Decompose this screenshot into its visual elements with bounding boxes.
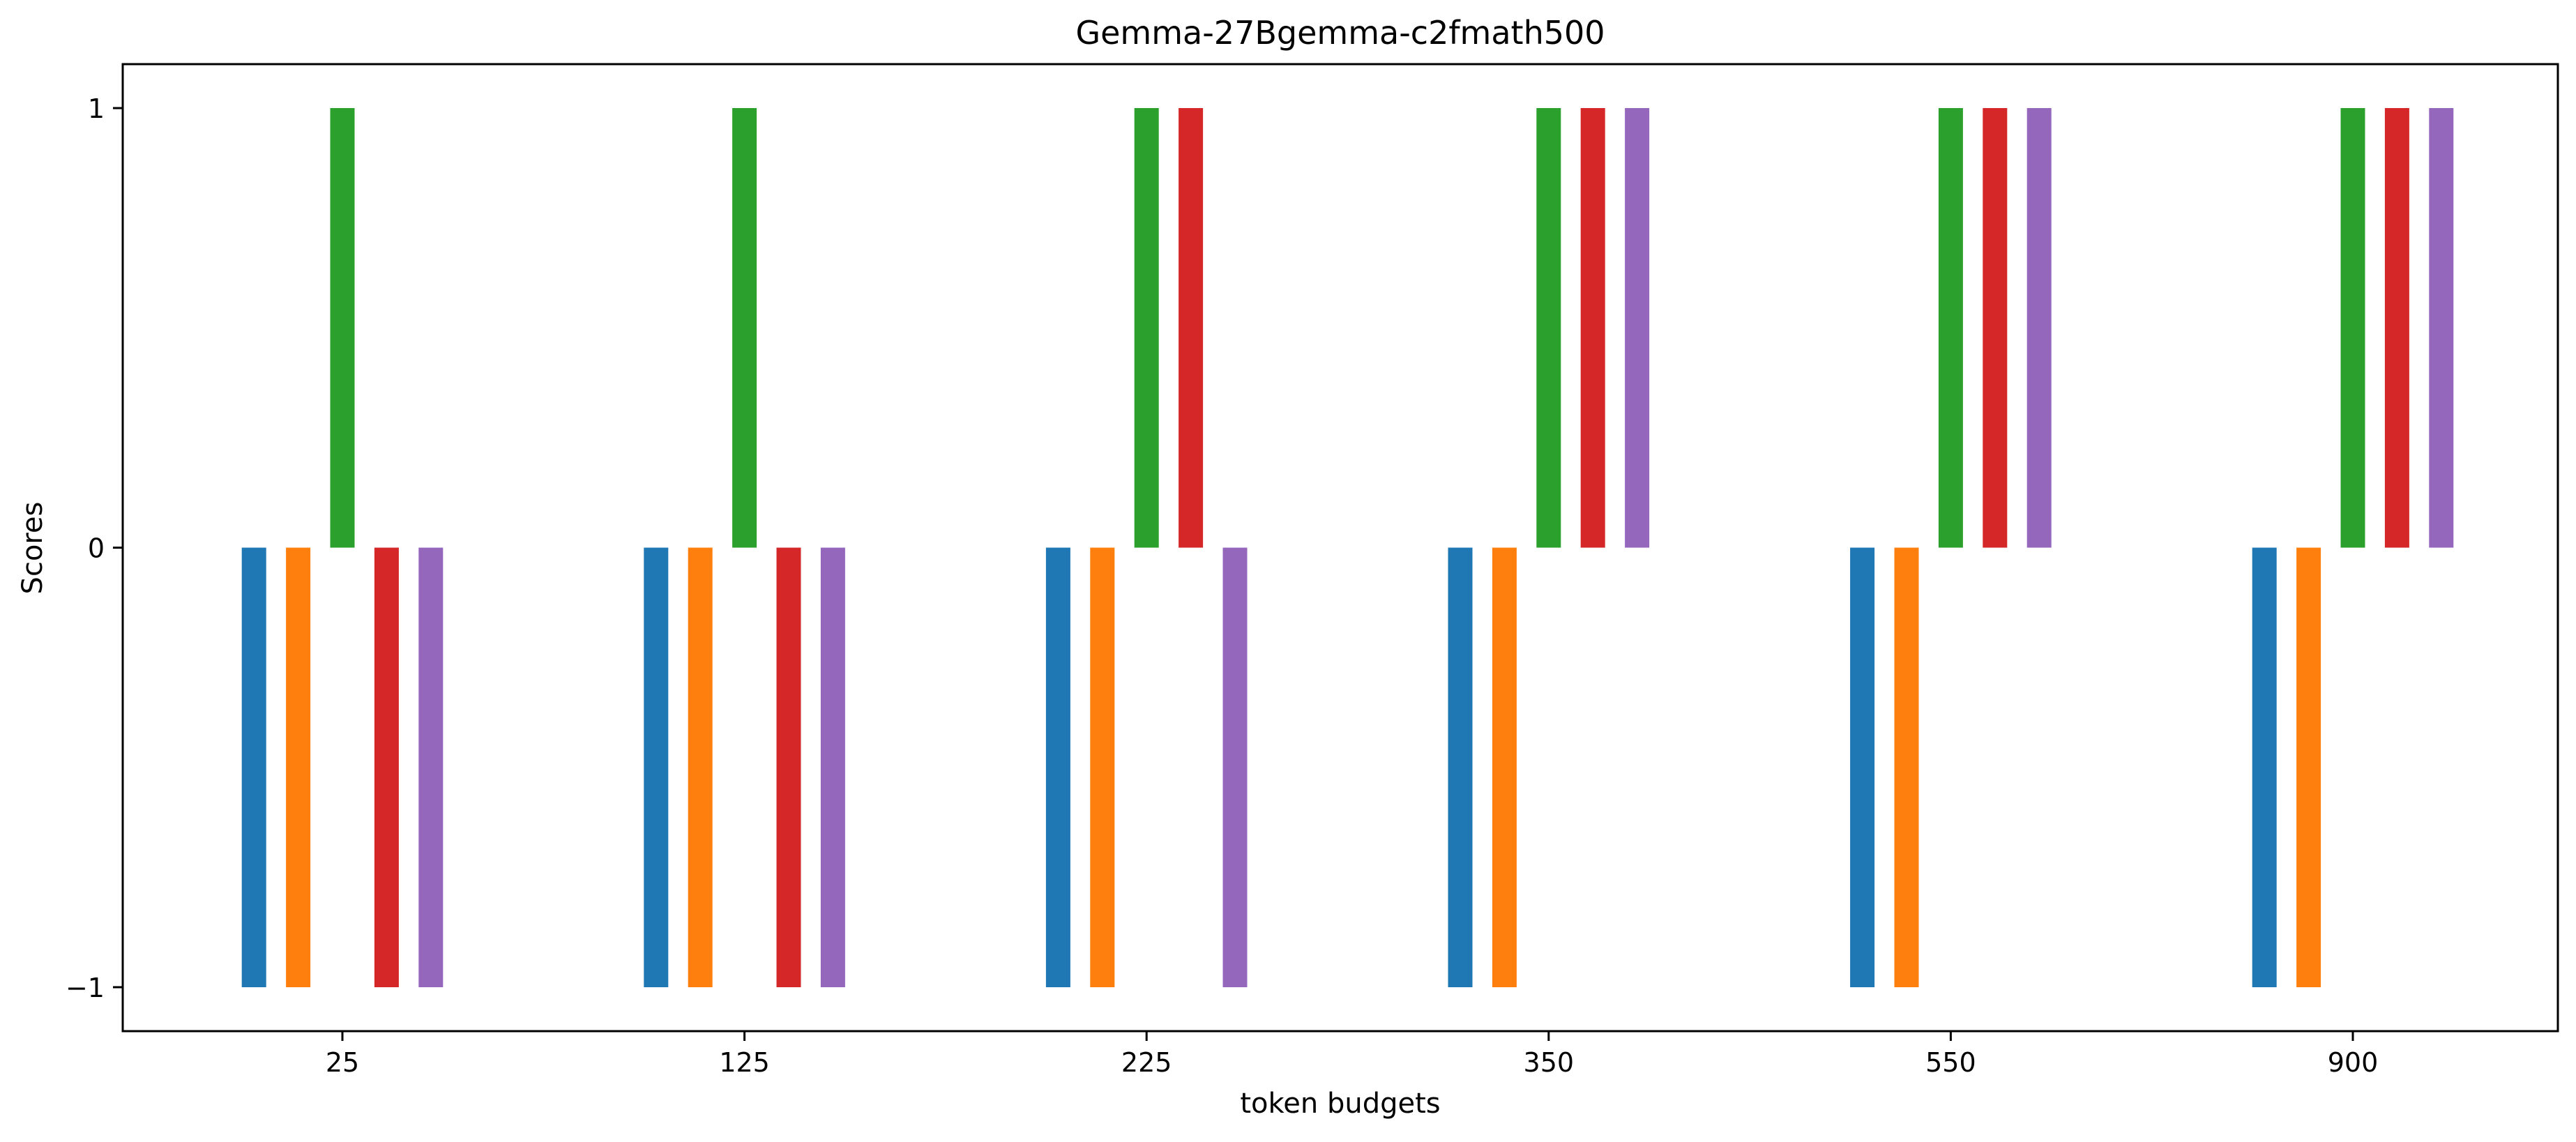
y-axis-label: Scores: [17, 502, 49, 595]
bar-125-s1: [644, 547, 669, 987]
x-tick-label: 125: [719, 1047, 770, 1078]
bar-900-s4: [2384, 108, 2409, 548]
x-tick-label: 900: [2328, 1047, 2379, 1078]
x-tick-label: 350: [1524, 1047, 1575, 1078]
bar-125-s4: [776, 547, 801, 987]
bar-225-s1: [1045, 547, 1070, 987]
bar-25-s3: [330, 108, 355, 548]
bar-550-s2: [1894, 547, 1919, 987]
bars-group: [241, 108, 2454, 987]
x-axis-label: token budgets: [1240, 1088, 1440, 1120]
bar-125-s3: [732, 108, 757, 548]
y-tick-label: 1: [88, 93, 105, 124]
bar-900-s5: [2429, 108, 2454, 548]
bar-550-s5: [2026, 108, 2052, 548]
y-tick-label: 0: [88, 533, 105, 564]
bar-225-s5: [1222, 547, 1248, 987]
bar-550-s1: [1850, 547, 1875, 987]
chart-title: Gemma-27Bgemma-c2fmath500: [1075, 14, 1605, 52]
bar-350-s5: [1625, 108, 1650, 548]
plot-frame: [121, 63, 2559, 1033]
y-tick-label: −1: [66, 973, 105, 1003]
bar-550-s4: [1983, 108, 2008, 548]
bar-350-s1: [1448, 547, 1473, 987]
bar-225-s2: [1090, 547, 1115, 987]
x-tick-label: 25: [326, 1047, 359, 1078]
x-tick-label: 225: [1121, 1047, 1172, 1078]
bar-350-s3: [1536, 108, 1561, 548]
bar-550-s3: [1938, 108, 1963, 548]
bar-900-s3: [2340, 108, 2365, 548]
bar-25-s1: [241, 547, 266, 987]
bar-900-s1: [2252, 547, 2277, 987]
bar-25-s5: [418, 547, 444, 987]
x-tick-label: 550: [1925, 1047, 1976, 1078]
bar-125-s2: [688, 547, 713, 987]
x-axis-ticks: 25 125 225 350 550 900: [326, 1031, 2378, 1078]
bar-350-s2: [1492, 547, 1517, 987]
y-axis-ticks: −1 0 1: [66, 93, 123, 1003]
bar-225-s3: [1134, 108, 1159, 548]
bar-225-s4: [1179, 108, 1204, 548]
bar-25-s2: [286, 547, 311, 987]
bar-25-s4: [374, 547, 399, 987]
bar-125-s5: [820, 547, 845, 987]
bar-350-s4: [1580, 108, 1605, 548]
bar-900-s2: [2296, 547, 2321, 987]
